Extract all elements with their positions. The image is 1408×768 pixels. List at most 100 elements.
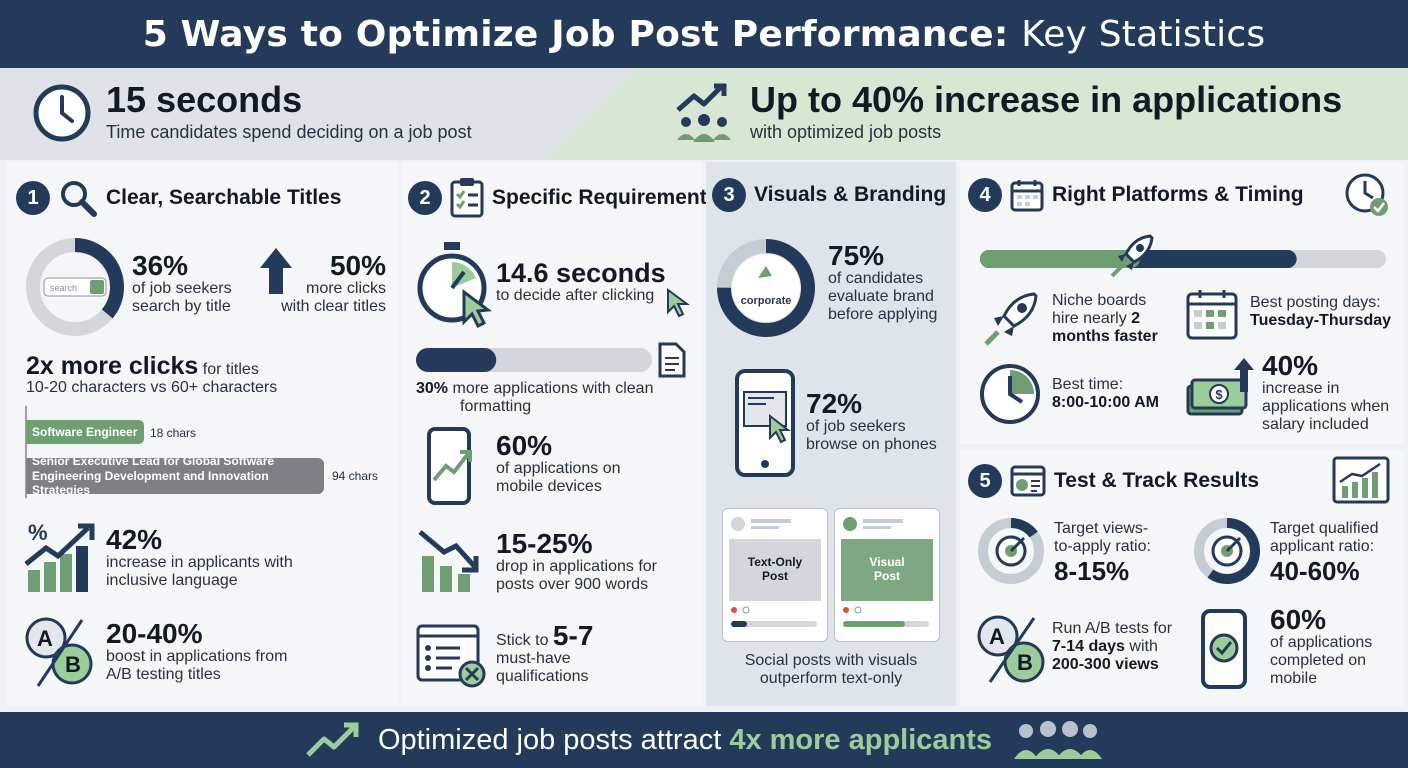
calendar-icon: [1010, 180, 1044, 212]
stat-2x-clicks: 2x more clicks for titles 10-20 characte…: [26, 352, 278, 397]
logo-background: [732, 254, 800, 322]
key-stats-banner: 15 seconds Time candidates spend decidin…: [0, 68, 1408, 160]
stat-mobile-applications: 60% of applications on mobile devices: [496, 430, 621, 495]
card-body: Visual Post: [841, 539, 933, 601]
text-only-post-card: Text-Only Post: [722, 508, 828, 642]
salary-money-icon: $: [1186, 358, 1254, 416]
banner-stat-seconds: 15 seconds Time candidates spend decidin…: [32, 82, 472, 143]
stat-search-by-title: 36% of job seekers search by title: [132, 250, 232, 315]
section-platforms-timing: 4 Right Platforms & Timing Niche boards …: [960, 162, 1404, 444]
views-ratio-donut: [978, 518, 1044, 584]
clock-icon: [33, 84, 91, 141]
section-number: 3: [712, 178, 746, 212]
stat-decide-after-click: 14.6 seconds to decide after clicking: [496, 258, 666, 305]
progress-start-segment: [980, 250, 1140, 268]
banner-increase-value: Up to 40% increase in applications: [750, 78, 1343, 120]
phone-browse-icon: [735, 369, 795, 477]
analytics-chart-icon: [1332, 456, 1390, 504]
logo-mark-icon: [758, 266, 772, 278]
page-title: 5 Ways to Optimize Job Post Performance:…: [142, 13, 1266, 55]
section-1-header: 1 Clear, Searchable Titles: [16, 178, 341, 218]
donut-value-arc: [978, 518, 1044, 584]
banner-seconds-label: Time candidates spend deciding on a job …: [106, 122, 472, 142]
qualifications-list-icon: [416, 624, 486, 688]
search-donut-chart: search: [26, 238, 124, 336]
short-title-chars: 18 chars: [150, 426, 197, 440]
stat-must-have-qualifications: Stick to 5-7 must-have qualifications: [496, 620, 594, 685]
section-specific-requirements: 2 Specific Requirements 14.6 seconds to …: [402, 162, 718, 706]
section-title: Clear, Searchable Titles: [106, 186, 342, 209]
stat-ab-testing-titles: 20-40% boost in applications from A/B te…: [106, 618, 288, 683]
banner-stat-increase: Up to 40% increase in applications with …: [672, 80, 1342, 144]
section-title: Test & Track Results: [1054, 469, 1260, 492]
section-clear-titles: 1 Clear, Searchable Titles search 36% of…: [6, 162, 398, 706]
section-number: 1: [16, 181, 50, 215]
svg-text:A: A: [37, 626, 53, 651]
posting-calendar-icon: [1186, 290, 1238, 340]
mobile-growth-icon: [427, 427, 472, 505]
card-reactions: [731, 606, 817, 627]
stat-salary-included: 40% increase in applications when salary…: [1262, 350, 1390, 433]
stat-best-posting-days: Best posting days: Tuesday-Thursday: [1250, 294, 1392, 329]
inclusive-growth-icon: %: [24, 520, 95, 592]
long-title-bar: Senior Executive Lead for Global Softwar…: [26, 454, 324, 497]
clock-check-icon: [1345, 173, 1388, 216]
section-title: Specific Requirements: [492, 186, 719, 209]
dollar-sign: $: [1215, 387, 1223, 402]
card-header: [843, 517, 903, 531]
bar-axis: [25, 406, 27, 498]
section-test-track: 5 Test & Track Results Target views- to-…: [960, 450, 1404, 706]
cursor-icon: [667, 288, 690, 318]
footer-banner: Optimized job posts attract 4x more appl…: [0, 712, 1408, 768]
banner-seconds-value: 15 seconds: [106, 79, 303, 120]
stat-mobile-completion: 60% of applications completed on mobile: [1270, 604, 1373, 687]
search-placeholder: search: [50, 283, 77, 293]
stat-more-clicks: 50% more clicks with clear titles: [281, 250, 386, 315]
dashboard-icon: [1010, 465, 1046, 497]
percent-glyph: %: [28, 520, 48, 545]
donut-value-arc: [717, 239, 815, 337]
stat-views-to-apply: Target views- to-apply ratio: 8-15%: [1054, 520, 1151, 586]
stat-inclusive-language: 42% increase in applicants with inclusiv…: [106, 524, 293, 589]
banner-increase-label: with optimized job posts: [750, 121, 942, 142]
trend-up-icon: [306, 722, 359, 757]
section-visuals-branding: 3 Visuals & Branding corporate 75% of ca…: [706, 162, 956, 706]
search-button-icon: [90, 280, 104, 294]
visual-post-card: Visual Post: [834, 508, 940, 642]
card-body: Text-Only Post: [729, 539, 821, 601]
stat-best-time: Best time: 8:00-10:00 AM: [1052, 376, 1160, 411]
long-title-chars: 94 chars: [332, 469, 379, 483]
checklist-icon: [450, 178, 484, 218]
section-3-header: 3 Visuals & Branding: [712, 178, 946, 212]
stat-qualified-applicants: Target qualified applicant ratio: 40-60%: [1270, 520, 1379, 586]
platform-speed-progress-bar: [980, 250, 1386, 268]
social-posts-caption: Social posts with visuals outperform tex…: [744, 652, 918, 687]
short-title-bar: Software Engineer: [26, 420, 144, 444]
stat-brand-evaluation: 75% of candidates evaluate brand before …: [828, 240, 938, 323]
growth-people-icon: [676, 83, 731, 142]
stat-niche-boards: Niche boards hire nearly 2 months faster: [1052, 292, 1158, 345]
people-group-icon: [1014, 721, 1103, 759]
best-time-clock-icon: [980, 364, 1040, 424]
ab-test-icon: A B: [25, 617, 93, 687]
svg-text:B: B: [65, 652, 81, 677]
stat-clean-formatting: 30% more applications with clean formatt…: [416, 380, 654, 415]
section-number: 5: [968, 464, 1002, 498]
formatting-progress-bar: [416, 348, 652, 372]
section-4-header: 4 Right Platforms & Timing: [968, 178, 1304, 212]
donut-value-arc: [1194, 518, 1260, 584]
section-title: Right Platforms & Timing: [1052, 183, 1304, 206]
progress-fill: [416, 348, 497, 372]
svg-text:A: A: [989, 624, 1005, 649]
card-reactions: [843, 606, 929, 627]
stat-word-count-drop: 15-25% drop in applications for posts ov…: [496, 528, 657, 593]
section-title: Visuals & Branding: [754, 183, 947, 206]
ab-test-duration-icon: A B: [977, 615, 1045, 683]
section-2-header: 2 Specific Requirements: [408, 178, 718, 218]
magnifier-icon: [61, 181, 97, 217]
footer-text: Optimized job posts attract 4x more appl…: [377, 723, 993, 756]
section-number: 4: [968, 178, 1002, 212]
up-arrow-icon: [260, 248, 292, 294]
brand-donut-chart: corporate: [717, 239, 815, 337]
mobile-complete-icon: [1201, 609, 1247, 689]
